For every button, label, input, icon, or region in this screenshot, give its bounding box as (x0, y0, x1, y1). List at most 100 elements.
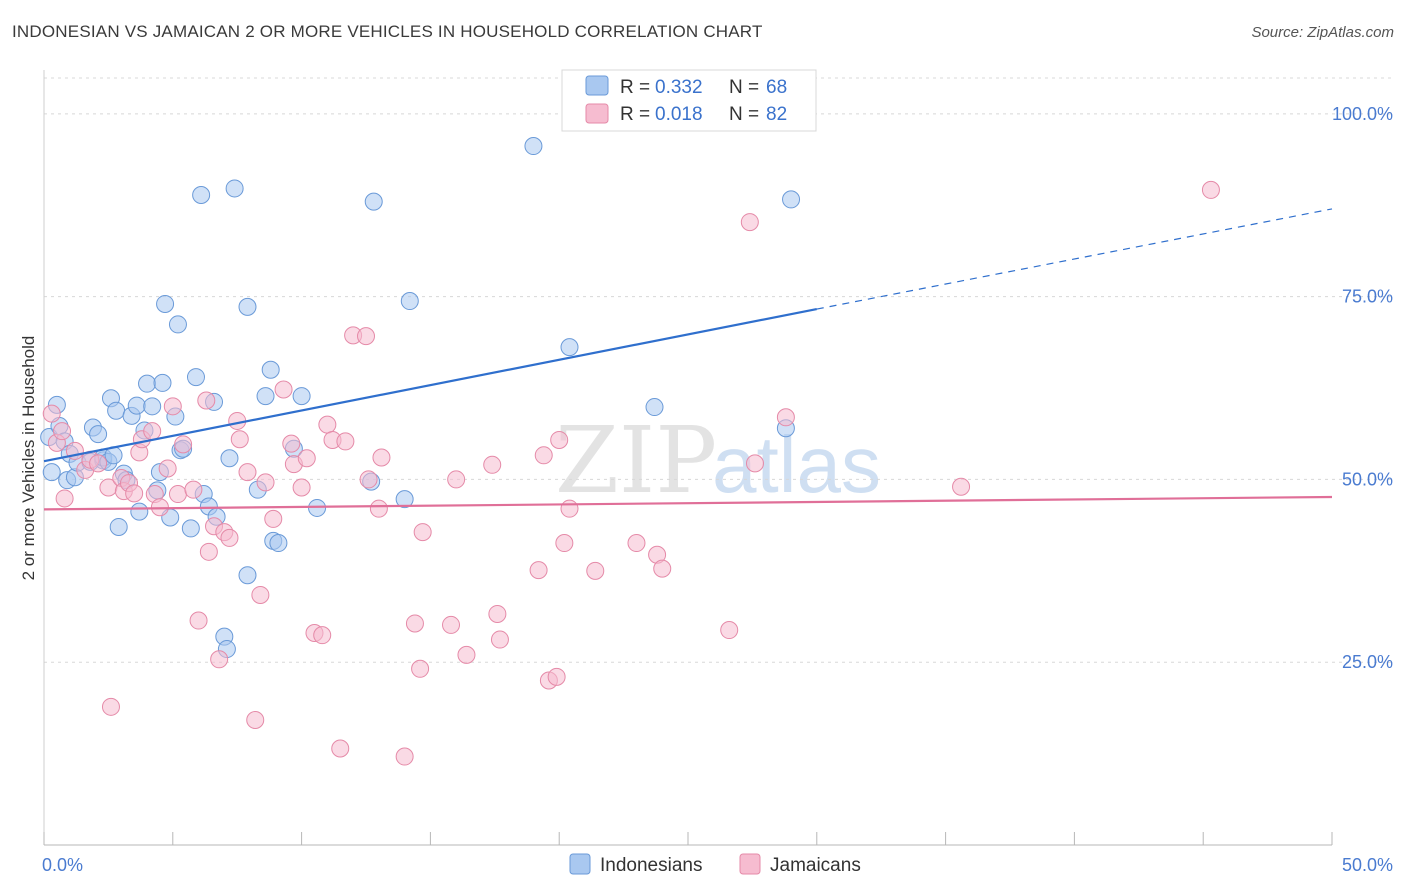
x-tick-label-max: 50.0% (1342, 855, 1393, 875)
jamaican-point (220, 528, 239, 547)
bottom-legend-label-jamaican: Jamaicans (770, 855, 861, 876)
jamaican-point (720, 621, 739, 640)
legend-swatch-jamaican (585, 103, 609, 124)
y-tick-labels: 25.0% 50.0% 75.0% 100.0% (1332, 104, 1393, 672)
x-ticks (43, 832, 1333, 845)
jamaican-point (274, 380, 293, 399)
jamaican-point (952, 477, 971, 496)
jamaican-point (101, 697, 120, 716)
indonesian-point (256, 387, 275, 406)
indonesian-point (156, 294, 175, 313)
jamaican-point (282, 434, 301, 453)
jamaican-point (174, 435, 193, 454)
jamaican-point (745, 454, 764, 473)
jamaican-point (534, 446, 553, 465)
indonesian-point (645, 398, 664, 417)
jamaican-point (483, 455, 502, 474)
indonesian-point (138, 374, 157, 393)
jamaican-point (336, 432, 355, 451)
jamaican-point (199, 542, 218, 561)
indonesian-point (192, 186, 211, 205)
jamaican-point (405, 614, 424, 633)
jamaican-point (313, 626, 332, 645)
legend-r-value-jamaican: 0.018 (655, 104, 703, 125)
jamaican-point (292, 478, 311, 497)
indonesian-trend-line (43, 308, 818, 463)
jamaican-point (776, 408, 795, 427)
jamaican-point (210, 650, 229, 669)
watermark-atlas: atlas (712, 420, 881, 509)
jamaican-point (331, 739, 350, 758)
indonesian-point (524, 137, 543, 156)
indonesian-point (308, 498, 327, 517)
y-axis-title: 2 or more Vehicles in Household (19, 336, 38, 581)
jamaican-point (560, 499, 579, 518)
indonesian-point (127, 396, 146, 415)
series-legend: Indonesians Jamaicans (569, 853, 861, 876)
bottom-legend-swatch-jamaican (739, 853, 761, 875)
jamaican-point (1201, 180, 1220, 199)
legend-n-value-jamaican: 82 (766, 104, 787, 125)
indonesian-point (42, 463, 61, 482)
legend-n-label-jamaican: N = (729, 104, 759, 125)
indonesian-point (220, 449, 239, 468)
jamaican-point (442, 615, 461, 634)
jamaican-point (246, 710, 265, 729)
jamaican-point (586, 561, 605, 580)
jamaican-point (359, 470, 378, 489)
jamaican-point (457, 645, 476, 664)
x-tick-label-min: 0.0% (42, 855, 83, 875)
jamaican-point (125, 484, 144, 503)
y-tick-label: 75.0% (1342, 287, 1393, 307)
jamaican-point (411, 659, 430, 678)
jamaican-point (189, 611, 208, 630)
indonesian-point (153, 373, 172, 392)
jamaican-point (369, 499, 388, 518)
jamaican-point (318, 415, 337, 434)
jamaican-point (372, 448, 391, 467)
indonesian-point (107, 401, 126, 420)
bottom-legend-label-indonesian: Indonesians (600, 855, 702, 876)
jamaican-point (158, 459, 177, 478)
y-tick-label: 25.0% (1342, 652, 1393, 672)
jamaican-point (447, 470, 466, 489)
indonesian-point (181, 519, 200, 538)
jamaican-point (413, 523, 432, 542)
jamaican-point (555, 534, 574, 553)
indonesian-point (225, 179, 244, 198)
indonesian-point (143, 397, 162, 416)
jamaican-point (490, 630, 509, 649)
jamaican-point (197, 391, 216, 410)
jamaican-point (230, 430, 249, 449)
chart-title: INDONESIAN VS JAMAICAN 2 OR MORE VEHICLE… (12, 22, 763, 41)
indonesian-point (238, 297, 257, 316)
jamaican-point (251, 585, 270, 604)
indonesian-point (364, 192, 383, 211)
jamaican-point (550, 430, 569, 449)
legend-n-value-indonesian: 68 (766, 77, 787, 98)
jamaican-point (264, 509, 283, 528)
indonesian-point (238, 566, 257, 585)
trend-lines (43, 208, 1333, 511)
legend-r-value-indonesian: 0.332 (655, 77, 703, 98)
jamaican-point (168, 485, 187, 504)
indonesian-point (109, 517, 128, 536)
indonesian-point (186, 368, 205, 387)
jamaican-point (529, 561, 548, 580)
indonesian-trend-extension (816, 208, 1333, 310)
watermark-zip: ZIP (555, 407, 717, 514)
jamaican-point (547, 667, 566, 686)
indonesian-point (782, 190, 801, 209)
indonesian-point (400, 292, 419, 311)
legend-swatch-indonesian (585, 75, 609, 96)
jamaican-point (163, 397, 182, 416)
indonesian-point (89, 425, 108, 444)
jamaican-point (395, 747, 414, 766)
jamaican-point (627, 534, 646, 553)
indonesian-point (395, 490, 414, 509)
indonesian-point (560, 338, 579, 357)
jamaican-point (357, 327, 375, 346)
legend-r-label-indonesian: R = (620, 77, 650, 98)
jamaican-point (488, 604, 507, 623)
